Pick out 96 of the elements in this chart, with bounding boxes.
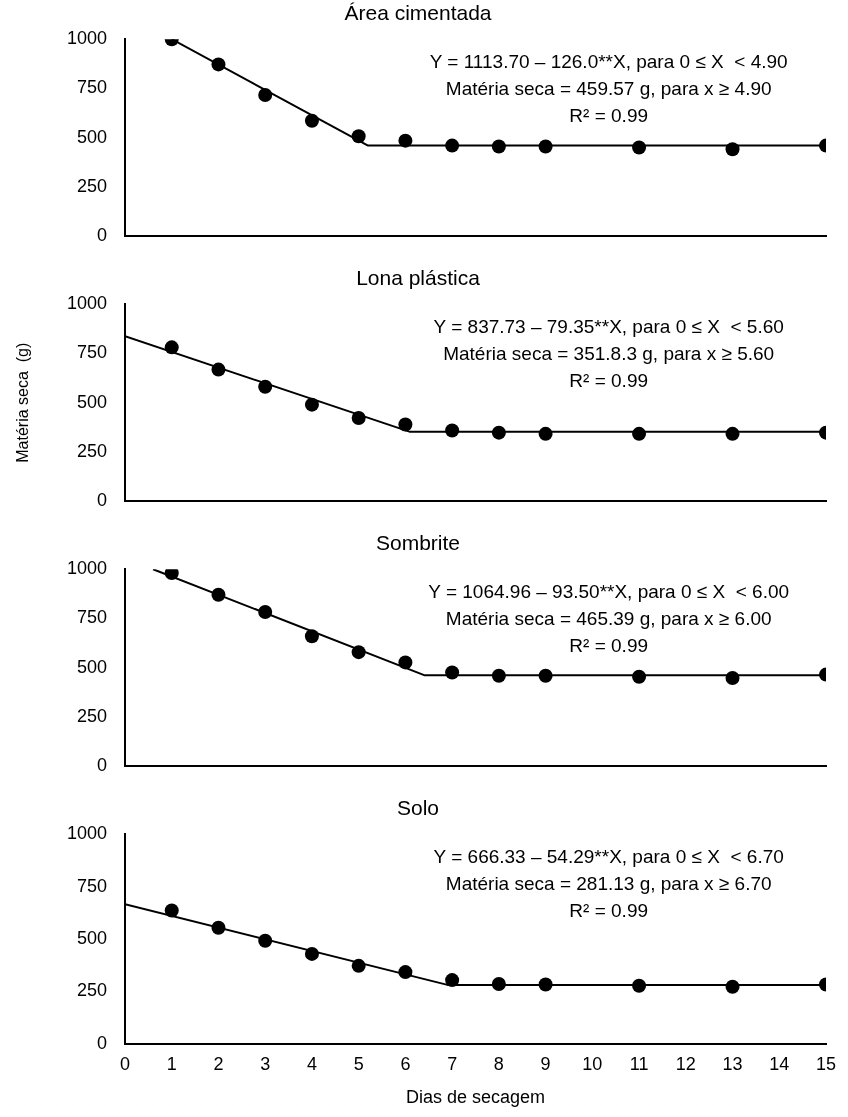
point bbox=[725, 979, 740, 994]
x-tick-label: 4 bbox=[306, 1053, 317, 1074]
point bbox=[445, 973, 460, 988]
point bbox=[538, 977, 553, 992]
x-tick-label: 12 bbox=[675, 1053, 696, 1074]
point bbox=[398, 417, 413, 432]
point bbox=[258, 604, 273, 619]
point bbox=[445, 423, 460, 438]
y-tick-label: 0 bbox=[96, 1032, 107, 1053]
annotation: Matéria seca = 465.39 g, para x ≥ 6.00 bbox=[445, 607, 772, 629]
x-tick-label: 6 bbox=[400, 1053, 411, 1074]
annotation: Y = 837.73 – 79.35**X, para 0 ≤ X < 5.60 bbox=[433, 315, 784, 337]
x-tick-label: 9 bbox=[540, 1053, 551, 1074]
point bbox=[211, 920, 226, 935]
annotation: Matéria seca = 351.8.3 g, para x ≥ 5.60 bbox=[443, 342, 775, 364]
y-tick-label: 500 bbox=[76, 391, 107, 412]
point bbox=[304, 113, 319, 128]
point bbox=[491, 977, 506, 992]
x-axis-title: Dias de secagem bbox=[405, 1087, 546, 1108]
annotation: Y = 666.33 – 54.29**X, para 0 ≤ X < 6.70 bbox=[433, 845, 784, 867]
y-tick-label: 500 bbox=[76, 126, 107, 147]
point bbox=[491, 668, 506, 683]
point bbox=[164, 903, 179, 918]
x-tick-label: 0 bbox=[119, 1053, 131, 1074]
x-tick-label: 14 bbox=[769, 1053, 790, 1074]
point bbox=[211, 57, 226, 72]
y-tick-label: 1000 bbox=[66, 28, 107, 49]
point bbox=[304, 629, 319, 644]
point bbox=[304, 946, 319, 961]
point bbox=[398, 133, 413, 148]
point bbox=[351, 645, 366, 660]
x-tick-label: 1 bbox=[166, 1053, 177, 1074]
y-tick-label: 250 bbox=[76, 705, 107, 726]
x-tick-label: 13 bbox=[722, 1053, 743, 1074]
y-tick-label: 1000 bbox=[66, 558, 107, 579]
y-tick-label: 500 bbox=[76, 656, 107, 677]
y-tick-label: 250 bbox=[76, 440, 107, 461]
annotation: R² = 0.99 bbox=[569, 369, 649, 391]
point bbox=[725, 142, 740, 157]
point bbox=[632, 426, 647, 441]
x-tick-label: 11 bbox=[629, 1053, 649, 1074]
y-axis-title: Matéria seca (g) bbox=[14, 342, 32, 463]
annotation: Matéria seca = 281.13 g, para x ≥ 6.70 bbox=[445, 872, 772, 894]
x-tick-label: 5 bbox=[353, 1053, 364, 1074]
point bbox=[258, 379, 273, 394]
chart-title: Lona plástica bbox=[356, 266, 481, 290]
point bbox=[304, 397, 319, 412]
point bbox=[398, 655, 413, 670]
point bbox=[211, 587, 226, 602]
annotation: R² = 0.99 bbox=[569, 899, 649, 921]
x-tick-label: 10 bbox=[582, 1053, 603, 1074]
point bbox=[258, 933, 273, 948]
point bbox=[445, 138, 460, 153]
chart-title: Solo bbox=[396, 796, 440, 820]
chart-title: Área cimentada bbox=[344, 1, 492, 25]
point bbox=[491, 139, 506, 154]
point bbox=[632, 978, 647, 993]
y-tick-label: 750 bbox=[76, 607, 107, 628]
x-tick-label: 8 bbox=[493, 1053, 504, 1074]
point bbox=[351, 411, 366, 426]
y-tick-label: 750 bbox=[76, 77, 107, 98]
annotation: Y = 1113.70 – 126.0**X, para 0 ≤ X < 4.90 bbox=[429, 50, 788, 72]
annotation: R² = 0.99 bbox=[569, 634, 649, 656]
y-tick-label: 250 bbox=[76, 175, 107, 196]
point bbox=[398, 965, 413, 980]
y-tick-label: 500 bbox=[76, 927, 107, 948]
x-tick-label: 15 bbox=[815, 1053, 837, 1074]
annotation: R² = 0.99 bbox=[569, 104, 649, 126]
x-tick-label: 3 bbox=[260, 1053, 271, 1074]
point bbox=[538, 668, 553, 683]
point bbox=[211, 362, 226, 377]
point bbox=[164, 340, 179, 355]
point bbox=[632, 669, 647, 684]
annotation: Y = 1064.96 – 93.50**X, para 0 ≤ X < 6.00 bbox=[428, 580, 790, 602]
y-tick-label: 750 bbox=[76, 342, 107, 363]
x-tick-label: 7 bbox=[447, 1053, 458, 1074]
annotation: Matéria seca = 459.57 g, para x ≥ 4.90 bbox=[445, 77, 772, 99]
y-tick-label: 1000 bbox=[66, 823, 107, 844]
x-tick-label: 2 bbox=[213, 1053, 224, 1074]
point bbox=[491, 425, 506, 440]
y-tick-label: 0 bbox=[96, 755, 107, 776]
y-tick-label: 1000 bbox=[66, 293, 107, 314]
point bbox=[725, 670, 740, 685]
point bbox=[632, 140, 647, 155]
point bbox=[538, 426, 553, 441]
y-tick-label: 0 bbox=[96, 225, 107, 246]
point bbox=[445, 665, 460, 680]
y-tick-label: 250 bbox=[76, 980, 107, 1001]
point bbox=[725, 426, 740, 441]
y-tick-label: 0 bbox=[96, 490, 107, 511]
point bbox=[538, 139, 553, 154]
point bbox=[351, 129, 366, 144]
y-tick-label: 750 bbox=[76, 875, 107, 896]
chart-title: Sombrite bbox=[375, 531, 461, 555]
point bbox=[351, 958, 366, 973]
point bbox=[258, 87, 273, 102]
